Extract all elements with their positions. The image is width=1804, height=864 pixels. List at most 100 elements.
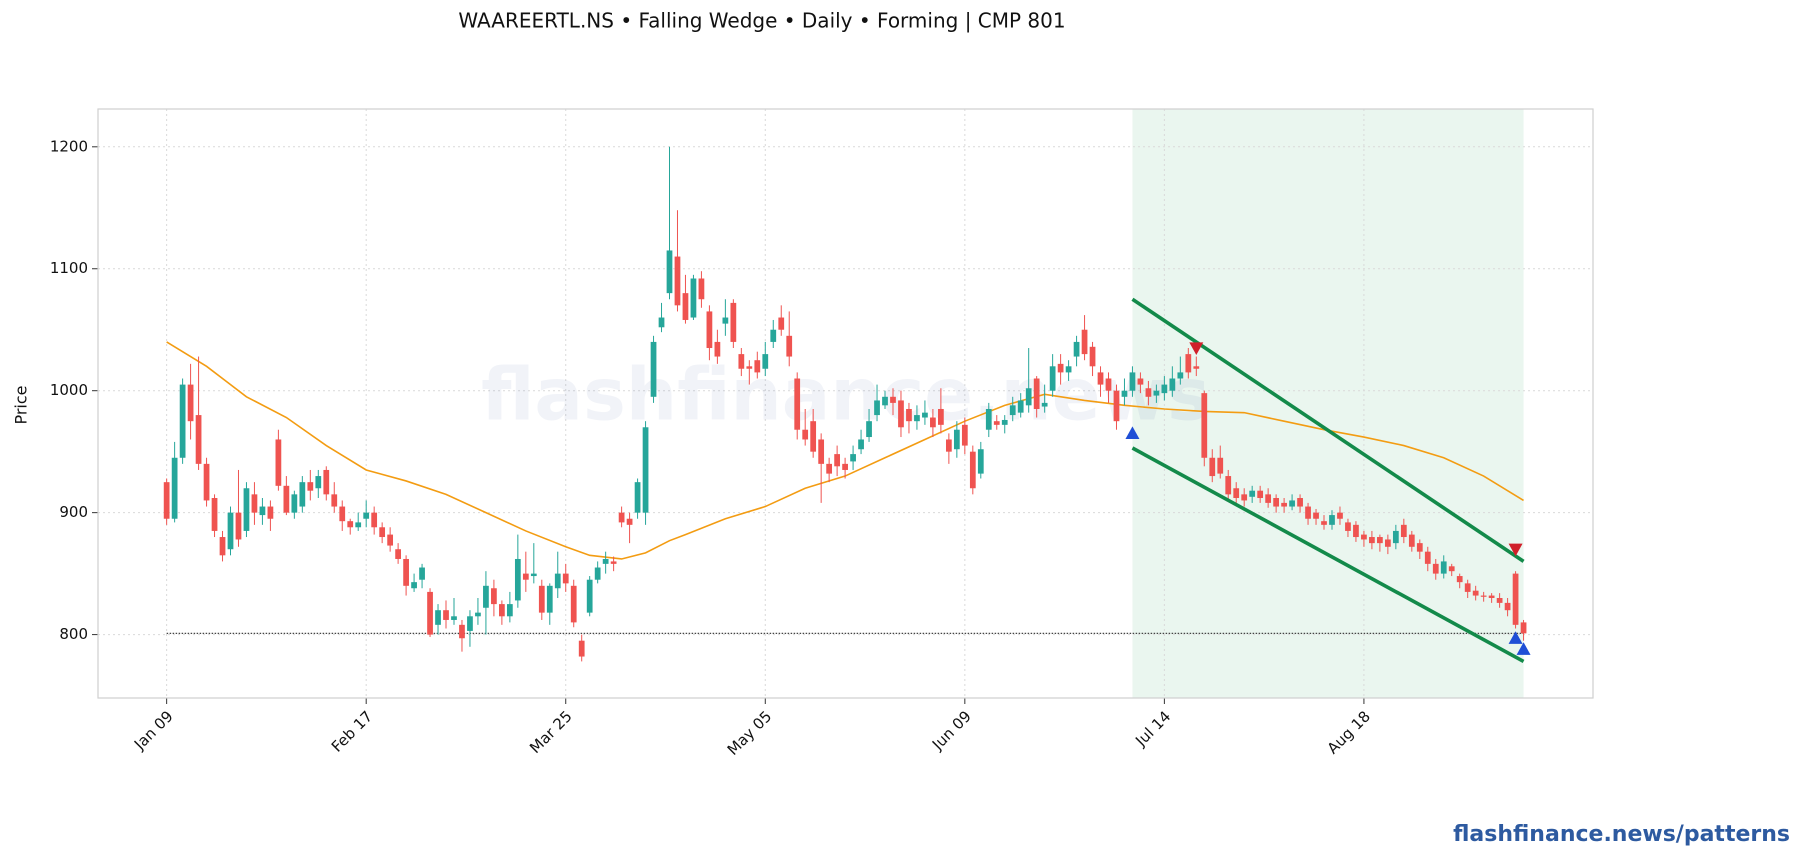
candle-body [1193, 366, 1200, 369]
candle-body [698, 278, 705, 300]
candle-body [985, 408, 992, 430]
candle-body [1201, 393, 1208, 458]
candle-body [235, 512, 242, 540]
candle-body [1153, 390, 1160, 396]
candle-body [714, 341, 721, 357]
y-tick-label: 1100 [50, 259, 88, 277]
candle-body [187, 384, 194, 422]
candle-body [570, 585, 577, 623]
candle-body [211, 498, 218, 531]
candle-body [1225, 476, 1232, 495]
candle-body [363, 512, 370, 519]
candle-body [1424, 551, 1431, 564]
candle-body [227, 512, 234, 550]
candle-body [602, 558, 609, 564]
candle-body [882, 396, 888, 406]
candle-body [1392, 530, 1399, 544]
candle-body [530, 573, 537, 577]
candle-body [1049, 366, 1056, 391]
candle-body [1289, 500, 1295, 507]
candle-body [898, 400, 904, 428]
candle-body [1440, 561, 1447, 574]
candle-body [419, 567, 425, 580]
candle-body [554, 573, 561, 589]
candle-body [1345, 522, 1351, 531]
candle-body [1001, 419, 1008, 425]
candle-body [1129, 372, 1136, 391]
candle-body [1313, 512, 1319, 519]
candle-body [1265, 494, 1272, 503]
candle-body [1177, 372, 1184, 379]
candle-body [514, 558, 521, 601]
touch-marker-high [1508, 543, 1523, 557]
candle-body [1377, 537, 1383, 544]
candle-body [1041, 402, 1048, 407]
candle-body [1480, 595, 1487, 597]
candle-body [1456, 576, 1463, 583]
candle-body [650, 341, 657, 397]
candle-body [323, 469, 330, 495]
candle-body [411, 582, 417, 589]
candle-body [1416, 543, 1423, 552]
x-tick-label: Feb 17 [328, 707, 376, 755]
candle-body [1057, 363, 1064, 373]
touch-marker-low [1508, 631, 1523, 644]
candle-body [770, 329, 777, 342]
candle-body [1408, 534, 1415, 547]
candle-body [339, 506, 346, 522]
candle-body [307, 482, 314, 491]
x-tick-label: Aug 18 [1324, 707, 1374, 757]
candle-body [1009, 405, 1016, 416]
candle-body [1400, 524, 1407, 538]
candle-body [355, 522, 362, 528]
candle-body [467, 616, 473, 631]
moving-average-line [166, 341, 1524, 560]
touch-marker-high [1189, 342, 1204, 356]
candle-body [1249, 490, 1256, 497]
candle-body [674, 256, 681, 306]
candle-body [1025, 388, 1032, 406]
candle-body [163, 482, 170, 519]
candle-body [1217, 457, 1224, 474]
candle-body [1033, 378, 1040, 409]
y-tick-label: 1000 [50, 381, 88, 399]
candle-body [945, 439, 952, 452]
candle-body [483, 585, 489, 608]
candle-body [762, 354, 769, 369]
candle-body [1273, 498, 1279, 507]
x-tick-label: May 05 [724, 707, 776, 759]
candle-body [961, 424, 968, 446]
candle-body [666, 250, 673, 294]
candle-body [403, 558, 409, 586]
candle-body [969, 451, 976, 489]
candle-body [1241, 494, 1248, 501]
candle-body [1281, 502, 1287, 507]
candle-body [938, 408, 944, 425]
candle-body [658, 317, 665, 328]
candle-body [1105, 378, 1112, 391]
candle-body [506, 604, 513, 617]
candle-body [1369, 537, 1375, 544]
candle-body [1113, 390, 1120, 422]
candle-body [1145, 388, 1152, 397]
candle-body [1081, 329, 1088, 355]
candle-body [538, 585, 545, 613]
candle-body [858, 439, 864, 450]
candle-body [626, 518, 633, 525]
candle-body [427, 591, 433, 635]
y-tick-label: 800 [59, 625, 88, 643]
candle-body [1297, 498, 1303, 507]
candle-body [993, 421, 1000, 425]
x-tick-label: Jun 09 [928, 707, 975, 754]
candle-body [922, 412, 928, 418]
candle-body [1488, 595, 1495, 599]
candle-body [522, 573, 529, 580]
candle-body [1169, 378, 1176, 391]
candle-body [682, 293, 689, 320]
candle-body [1496, 598, 1503, 603]
candle-body [1361, 534, 1367, 540]
candle-body [395, 549, 401, 559]
candle-body [634, 482, 641, 513]
candle-body [283, 485, 290, 513]
